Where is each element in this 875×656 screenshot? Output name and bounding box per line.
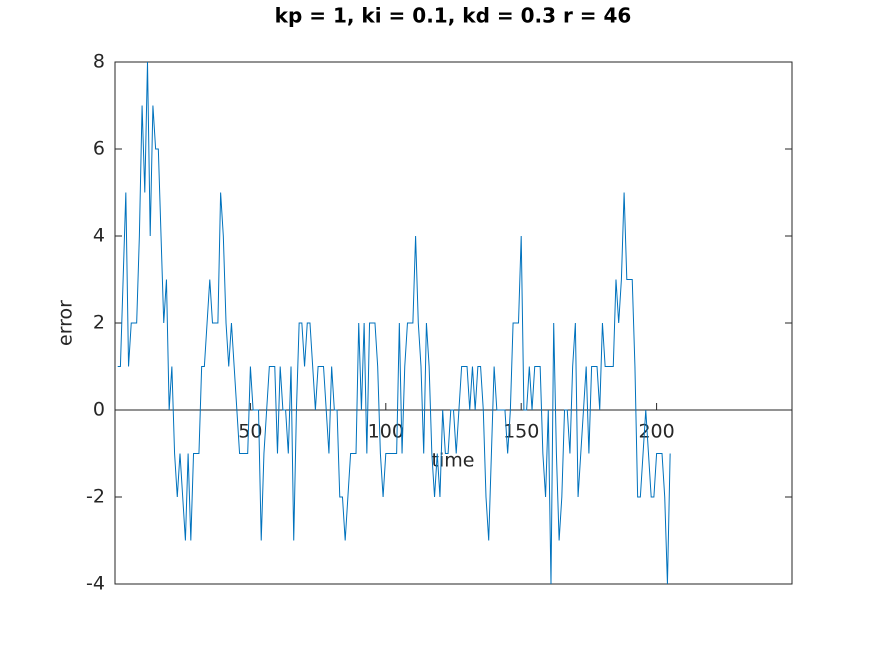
data-line	[117, 61, 671, 585]
y-tick-label: -2	[86, 486, 105, 508]
y-tick-label: 8	[93, 51, 105, 73]
x-tick-label: 150	[503, 421, 539, 443]
y-tick-label: 4	[93, 225, 105, 247]
y-tick-label: 6	[93, 138, 105, 160]
x-tick-label: 100	[368, 421, 404, 443]
y-axis-label: error	[55, 300, 77, 346]
y-tick-label: -4	[86, 573, 105, 595]
y-tick-label: 0	[93, 399, 105, 421]
x-axis-label: time	[432, 450, 475, 472]
y-tick-label: 2	[93, 312, 105, 334]
x-tick-label: 50	[238, 421, 262, 443]
chart-title: kp = 1, ki = 0.1, kd = 0.3 r = 46	[275, 4, 632, 28]
